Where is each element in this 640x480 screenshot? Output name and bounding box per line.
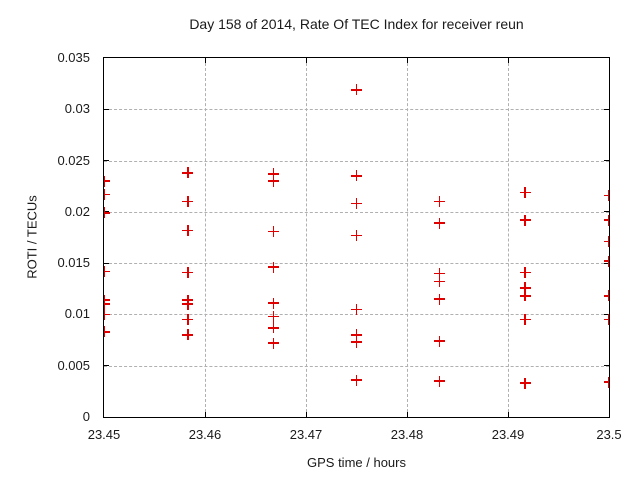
data-point <box>104 188 110 200</box>
plot-area <box>103 57 610 418</box>
data-point <box>433 375 445 387</box>
y-tick-mark-right <box>604 313 609 315</box>
x-tick-mark-bottom <box>406 412 408 417</box>
gridline-horizontal <box>104 160 609 162</box>
gridline-horizontal <box>104 314 609 316</box>
x-tick-label: 23.49 <box>491 427 525 442</box>
data-point <box>351 229 362 241</box>
x-tick-mark-top <box>507 58 509 63</box>
data-point <box>433 196 445 208</box>
data-point <box>519 290 531 302</box>
x-tick-mark-bottom <box>204 412 206 417</box>
data-point <box>104 298 110 310</box>
data-point <box>519 266 531 278</box>
x-tick-label: 23.46 <box>188 427 222 442</box>
data-point <box>268 310 280 322</box>
gridline-horizontal <box>104 211 609 213</box>
data-point <box>433 335 445 347</box>
x-tick-label: 23.45 <box>87 427 121 442</box>
data-point <box>433 217 445 229</box>
data-point <box>182 224 194 236</box>
y-tick-label: 0.015 <box>57 255 90 271</box>
chart-title: Day 158 of 2014, Rate Of TEC Index for r… <box>189 16 524 32</box>
data-point <box>268 322 280 334</box>
data-point <box>351 170 362 182</box>
y-tick-mark-right <box>604 108 609 110</box>
y-tick-label: 0.035 <box>57 50 90 65</box>
gridline-vertical <box>508 58 509 417</box>
data-point <box>104 326 110 338</box>
y-tick-mark-left <box>104 211 109 213</box>
data-point <box>268 297 280 309</box>
data-point <box>182 329 194 341</box>
y-tick-mark-left <box>104 262 109 264</box>
data-point <box>603 290 609 302</box>
gridline-horizontal <box>104 109 609 111</box>
data-point <box>351 336 362 348</box>
data-point <box>433 267 445 279</box>
y-tick-mark-right <box>604 365 609 367</box>
data-point <box>182 167 194 179</box>
y-tick-label: 0 <box>82 409 90 424</box>
y-tick-label: 0.03 <box>64 101 90 117</box>
data-point <box>519 186 531 198</box>
y-tick-label: 0.025 <box>57 152 90 168</box>
y-tick-mark-left <box>104 160 109 162</box>
data-point <box>351 84 362 96</box>
data-point <box>104 308 110 320</box>
data-point <box>268 175 280 187</box>
gridline-horizontal <box>104 263 609 265</box>
data-point <box>351 198 362 210</box>
x-tick-mark-bottom <box>507 412 509 417</box>
data-point <box>351 303 362 315</box>
data-point <box>182 314 194 326</box>
x-tick-mark-bottom <box>305 412 307 417</box>
data-point <box>603 255 609 267</box>
gridline-vertical <box>407 58 408 417</box>
data-point <box>603 376 609 388</box>
gridline-vertical <box>205 58 206 417</box>
y-tick-mark-left <box>104 108 109 110</box>
data-point <box>519 314 531 326</box>
y-tick-label: 0.02 <box>64 203 90 219</box>
y-tick-mark-right <box>604 211 609 213</box>
data-point <box>268 168 280 180</box>
data-point <box>104 265 110 277</box>
data-point <box>433 276 445 288</box>
data-point <box>268 337 280 349</box>
data-point <box>182 298 194 310</box>
x-tick-mark-top <box>406 58 408 63</box>
data-point <box>603 236 609 248</box>
gridline-vertical <box>306 58 307 417</box>
x-tick-label: 23.5 <box>596 427 622 442</box>
y-tick-mark-right <box>604 160 609 162</box>
x-tick-mark-top <box>204 58 206 63</box>
data-point <box>268 261 280 273</box>
y-tick-mark-left <box>104 365 109 367</box>
data-point <box>351 329 362 341</box>
data-point <box>603 314 609 326</box>
x-tick-label: 23.48 <box>390 427 424 442</box>
data-point <box>603 189 609 201</box>
data-point <box>433 293 445 305</box>
data-point <box>519 282 531 294</box>
gridline-horizontal <box>104 365 609 367</box>
data-point <box>104 175 110 187</box>
data-point <box>519 377 531 389</box>
data-point <box>182 196 194 208</box>
x-tick-label: 23.47 <box>289 427 323 442</box>
data-point <box>268 225 280 237</box>
data-point <box>603 214 609 226</box>
y-tick-mark-right <box>604 262 609 264</box>
y-tick-label: 0.005 <box>57 357 90 373</box>
data-point <box>351 374 362 386</box>
data-point <box>182 266 194 278</box>
x-tick-mark-top <box>305 58 307 63</box>
data-point <box>519 214 531 226</box>
data-point <box>104 207 110 219</box>
x-axis-label: GPS time / hours <box>307 455 406 470</box>
y-tick-label: 0.01 <box>64 306 90 322</box>
